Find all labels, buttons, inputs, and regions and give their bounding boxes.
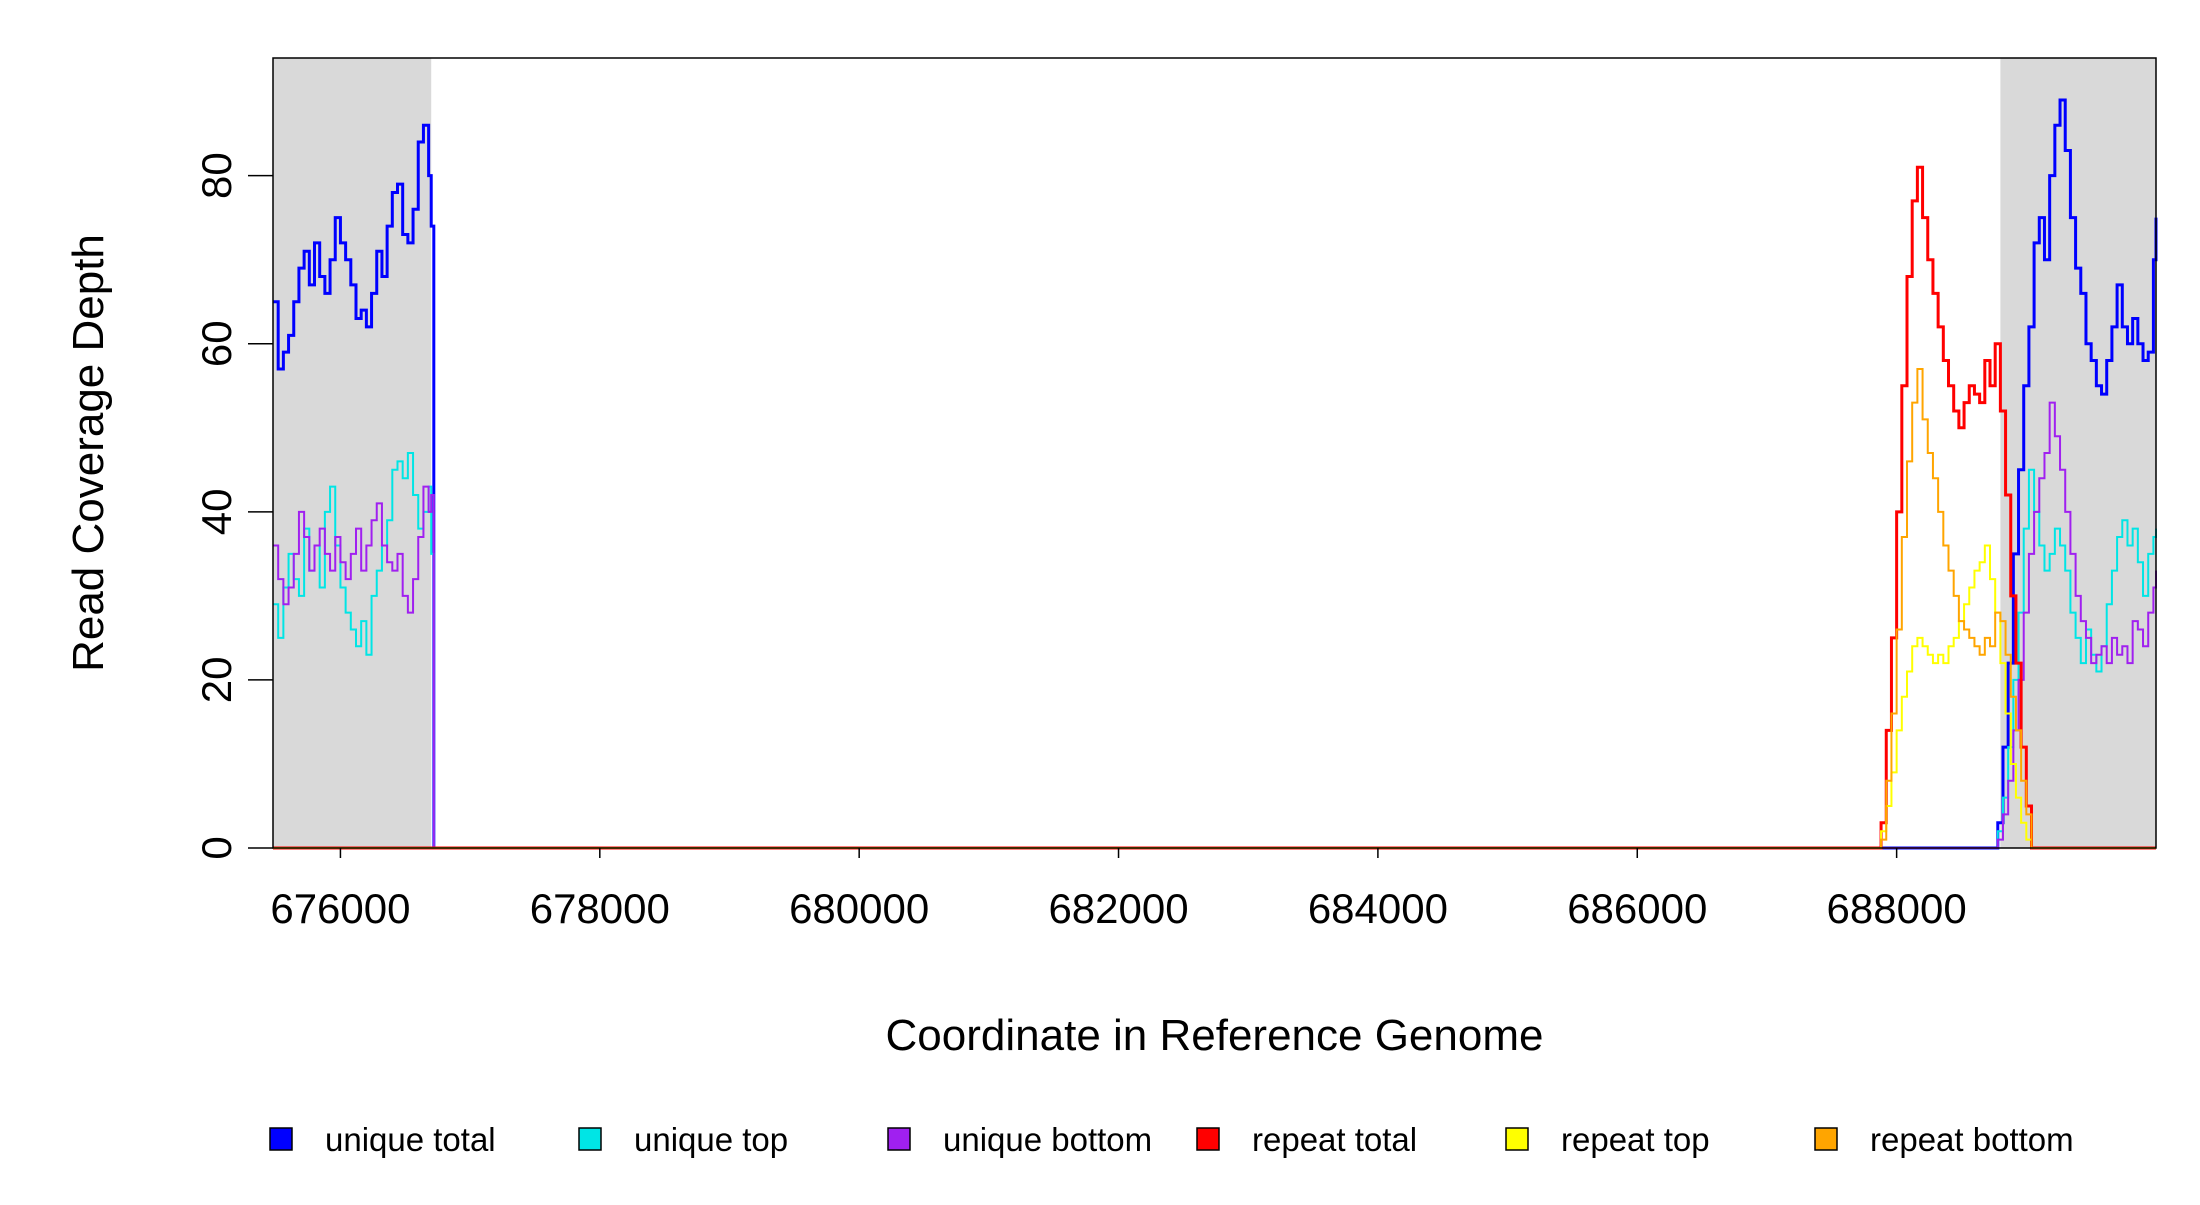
legend-label-unique-bottom: unique bottom	[943, 1121, 1152, 1158]
series-unique-top	[273, 452, 2157, 849]
y-axis-title: Read Coverage Depth	[64, 234, 113, 672]
shaded-region-1	[273, 58, 432, 848]
shaded-regions	[273, 58, 2156, 848]
x-axis-title: Coordinate in Reference Genome	[886, 1011, 1544, 1060]
legend-swatch-unique-total	[269, 1127, 293, 1151]
x-tick-label-688000: 688000	[1827, 885, 1967, 932]
x-tick-label-682000: 682000	[1048, 885, 1188, 932]
legend-label-unique-top: unique top	[634, 1121, 788, 1158]
shaded-region-2	[2000, 58, 2156, 848]
legend-swatch-repeat-top	[1505, 1127, 1529, 1151]
series-unique-bottom	[273, 401, 2157, 849]
legend-swatch-unique-top	[578, 1127, 602, 1151]
series-repeat-bottom	[273, 367, 2156, 849]
x-tick-label-676000: 676000	[270, 885, 410, 932]
y-tick-label-60: 60	[193, 320, 240, 367]
legend-label-repeat-top: repeat top	[1561, 1121, 1710, 1158]
y-tick-label-0: 0	[193, 836, 240, 859]
legend-swatch-unique-bottom	[887, 1127, 911, 1151]
x-tick-label-686000: 686000	[1567, 885, 1707, 932]
legend-swatch-repeat-bottom	[1814, 1127, 1838, 1151]
y-tick-label-20: 20	[193, 657, 240, 704]
legend: unique total unique top unique bottom repea…	[269, 1121, 2074, 1158]
legend-label-unique-total: unique total	[325, 1121, 496, 1158]
legend-swatch-repeat-total	[1196, 1127, 1220, 1151]
series-repeat-total	[273, 165, 2156, 850]
x-tick-label-680000: 680000	[789, 885, 929, 932]
series-repeat-top	[273, 544, 2156, 849]
x-axis: 676000 678000 680000 682000 684000 686000 6880…	[270, 848, 1967, 932]
y-tick-label-40: 40	[193, 488, 240, 535]
x-tick-label-684000: 684000	[1308, 885, 1448, 932]
series-unique-total	[273, 98, 2158, 850]
plot-frame	[272, 57, 2157, 849]
legend-label-repeat-bottom: repeat bottom	[1870, 1121, 2074, 1158]
legend-label-repeat-total: repeat total	[1252, 1121, 1417, 1158]
series-lines	[273, 98, 2158, 850]
x-tick-label-678000: 678000	[530, 885, 670, 932]
y-axis: 0 20 40 60 80	[193, 152, 273, 860]
y-tick-label-80: 80	[193, 152, 240, 199]
